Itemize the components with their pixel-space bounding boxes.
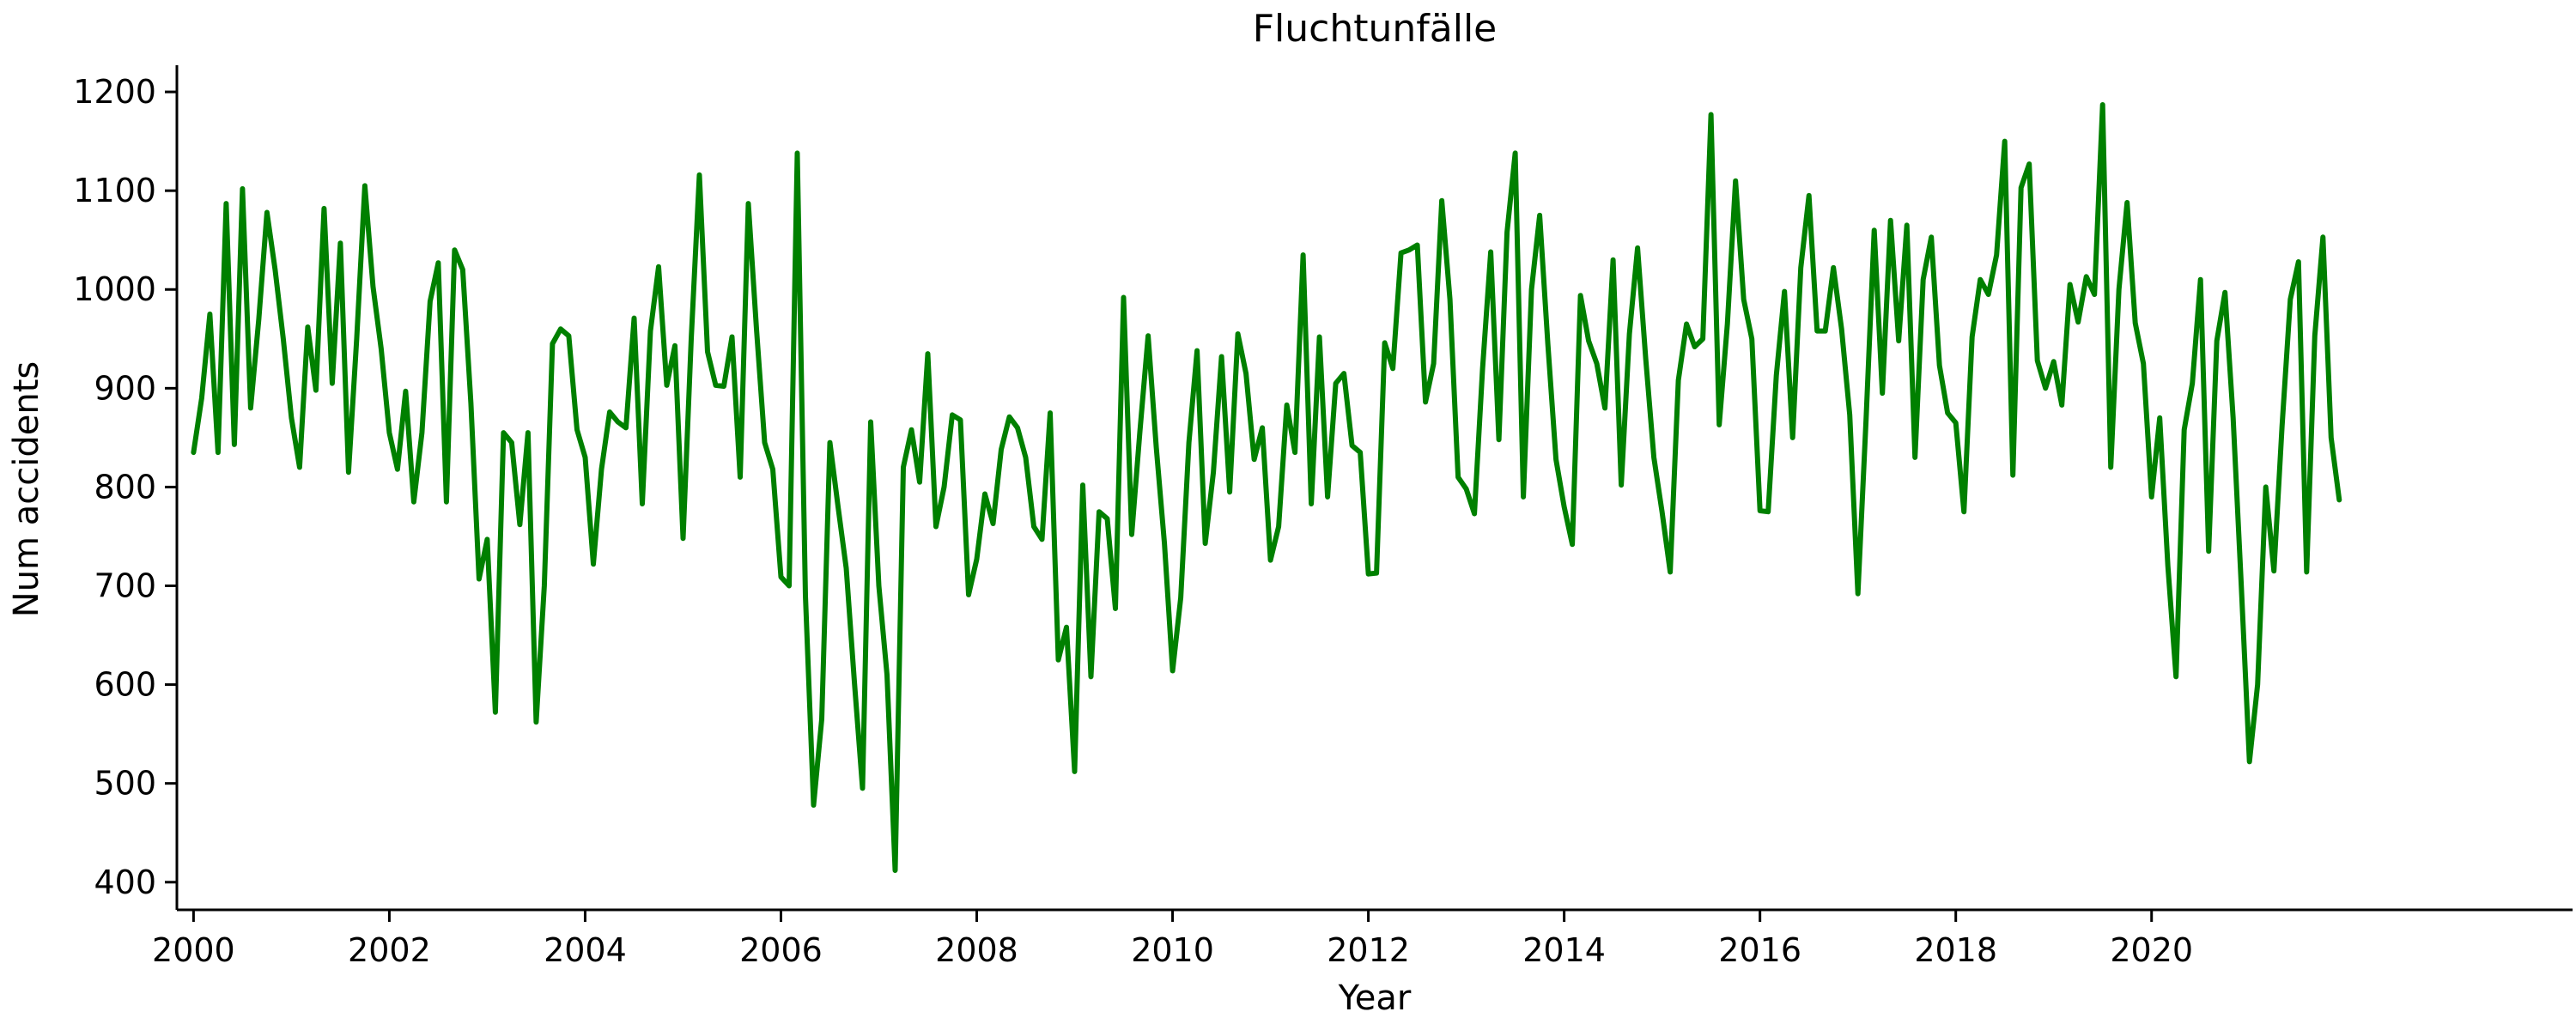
- series-line: [191, 102, 2342, 873]
- x-tick-label: 2006: [739, 931, 823, 969]
- chart-title: Fluchtunfälle: [1253, 7, 1498, 51]
- y-tick-label: 800: [94, 468, 156, 506]
- y-tick-label: 600: [94, 666, 156, 704]
- y-tick-label: 900: [94, 369, 156, 407]
- x-tick-label: 2018: [1914, 931, 1997, 969]
- x-tick-label: 2020: [2110, 931, 2193, 969]
- x-tick-label: 2008: [935, 931, 1018, 969]
- y-tick-label: 700: [94, 567, 156, 605]
- y-tick-label: 400: [94, 863, 156, 901]
- x-axis-label: Year: [1338, 978, 1412, 1018]
- x-tick-label: 2000: [152, 931, 235, 969]
- x-tick-label: 2014: [1522, 931, 1606, 969]
- x-tick-label: 2012: [1327, 931, 1410, 969]
- y-ticks: 400 500 600 700 800 900 1000 1100 1200: [73, 73, 177, 901]
- y-tick-label: 500: [94, 765, 156, 803]
- x-tick-label: 2010: [1131, 931, 1214, 969]
- y-axis-label: Num accidents: [7, 361, 46, 617]
- plot-area: [191, 102, 2342, 873]
- x-tick-label: 2016: [1718, 931, 1801, 969]
- x-tick-label: 2002: [348, 931, 431, 969]
- y-tick-label: 1100: [73, 172, 156, 209]
- x-ticks: 2000 2002 2004 2006 2008 2010 2012 2014 2016 2018…: [152, 910, 2193, 969]
- x-tick-label: 2004: [544, 931, 627, 969]
- y-tick-label: 1200: [73, 73, 156, 111]
- y-tick-label: 1000: [73, 270, 156, 308]
